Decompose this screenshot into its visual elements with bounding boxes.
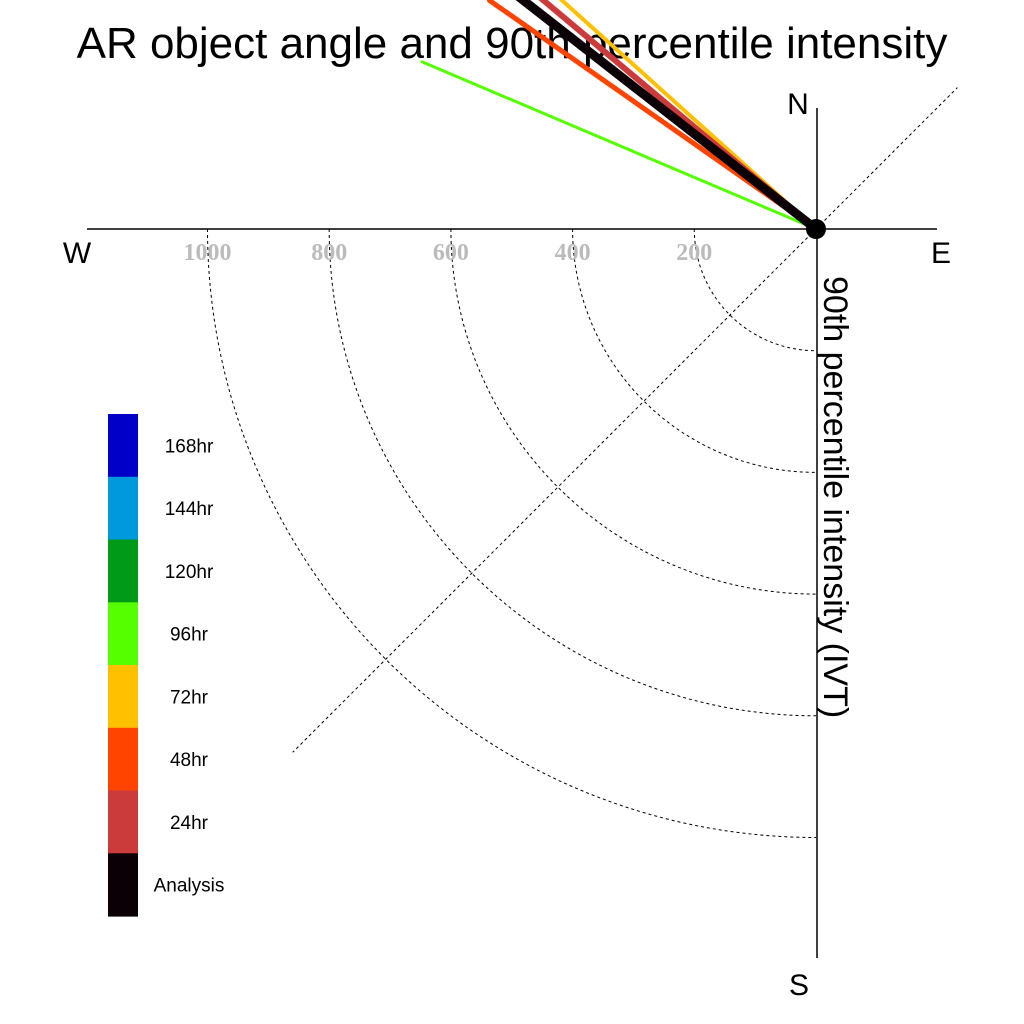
reference-lines xyxy=(292,87,958,753)
y-axis-label: 90th percentile intensity (IVT) xyxy=(816,276,854,718)
south-label: S xyxy=(789,969,809,1002)
radial-ring xyxy=(572,228,817,473)
legend-swatch-24hr xyxy=(108,790,138,854)
legend-swatch-48hr xyxy=(108,727,138,792)
legend-label-120hr: 120hr xyxy=(165,562,214,583)
north-label: N xyxy=(787,88,809,121)
east-label: E xyxy=(931,237,951,270)
legend-swatch-analysis xyxy=(108,853,138,917)
legend-label-48hr: 48hr xyxy=(170,750,209,771)
legend-label-24hr: 24hr xyxy=(170,813,209,834)
legend-label-168hr: 168hr xyxy=(165,436,214,457)
legend-label-72hr: 72hr xyxy=(170,687,209,708)
radial-tick-label: 400 xyxy=(555,240,591,266)
legend-label-96hr: 96hr xyxy=(170,625,209,646)
series-lines xyxy=(420,0,821,234)
radial-ring xyxy=(207,228,817,838)
chart-title: AR object angle and 90th percentile inte… xyxy=(77,19,948,68)
radial-tick-label: 800 xyxy=(311,240,347,266)
legend: 168hr 144hr 120hr 96hr 72hr 48hr 24hr Analysis xyxy=(108,414,224,917)
radial-rings xyxy=(207,228,817,838)
radial-tick-labels: 200 400 600 800 1000 xyxy=(184,240,713,266)
series-line-96hr xyxy=(420,60,818,231)
legend-label-144hr: 144hr xyxy=(165,499,214,520)
reference-line xyxy=(292,228,817,753)
west-label: W xyxy=(63,237,92,270)
radial-tick-label: 1000 xyxy=(184,240,232,266)
legend-label-analysis: Analysis xyxy=(154,876,225,897)
radial-tick-label: 200 xyxy=(676,240,712,266)
legend-swatch-96hr xyxy=(108,602,138,666)
legend-swatch-72hr xyxy=(108,665,138,729)
radial-ring xyxy=(693,228,817,352)
origin-dot xyxy=(806,219,826,239)
radial-ring xyxy=(328,228,817,717)
radial-ring xyxy=(450,228,817,595)
legend-swatch-120hr xyxy=(108,539,138,603)
series-line-analysis xyxy=(515,0,821,234)
reference-line xyxy=(815,87,958,230)
legend-swatch-168hr xyxy=(108,414,138,478)
legend-swatch-144hr xyxy=(108,476,138,541)
radial-tick-label: 600 xyxy=(433,240,469,266)
